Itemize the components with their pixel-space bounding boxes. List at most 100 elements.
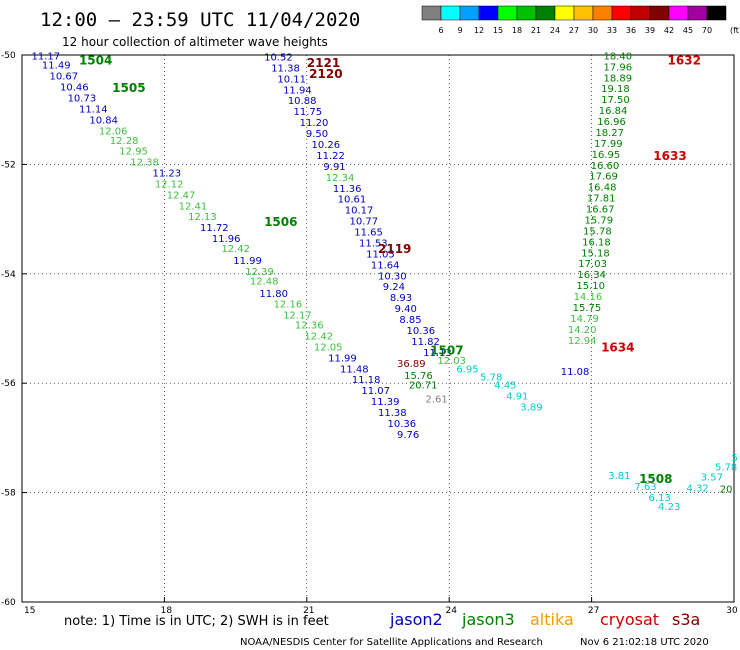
wave-height-value: 11.07: [361, 386, 390, 397]
legend-swatch: [706, 5, 727, 21]
x-tick-label: 30: [726, 606, 738, 616]
legend-swatch: [573, 5, 594, 21]
wave-height-legend: 6 9 12 15 18 21 24 27 30 33 36 39 42 45 70 (ft): [421, 5, 740, 35]
legend-bin-label: 21: [531, 26, 541, 35]
wave-height-value: 17.03: [578, 259, 607, 270]
legend-unit: (ft): [730, 26, 740, 35]
grid-lines: [22, 55, 734, 602]
legend-bin-label: 12: [474, 26, 484, 35]
wave-height-value: 20: [720, 485, 733, 496]
wave-height-value: 8.85: [399, 315, 421, 326]
wave-height-value: 9.24: [383, 282, 405, 293]
y-tick-label: -56: [1, 379, 16, 389]
wave-height-value: 11.18: [352, 375, 381, 386]
satellite-label-cryosat: cryosat: [600, 610, 659, 629]
pass-number-label: 1508: [639, 472, 672, 486]
x-tick-label: 15: [24, 606, 35, 616]
wave-height-value: 5.78: [715, 463, 737, 474]
wave-height-value: 18.27: [595, 128, 624, 139]
x-tick-label: 27: [588, 606, 599, 616]
x-tick-label: 18: [161, 606, 173, 616]
wave-height-value: 11.80: [259, 289, 288, 300]
legend-bin-label: 15: [493, 26, 503, 35]
legend-bin-label: 45: [683, 26, 693, 35]
wave-height-value: 11.64: [371, 260, 400, 271]
wave-height-value: 12.42: [221, 244, 250, 255]
pass-number-label: 1505: [112, 81, 145, 95]
legend-bin-label: 42: [664, 26, 674, 35]
wave-height-value: 11.94: [283, 85, 312, 96]
pass-number-label: 1507: [430, 343, 463, 357]
map-title: 12:00 — 23:59 UTC 11/04/2020: [40, 9, 360, 31]
pass-number-label: 1504: [79, 53, 112, 67]
wave-height-value: 11.99: [328, 353, 357, 364]
wave-height-value: 9.76: [397, 430, 419, 441]
satellite-label-s3a: s3a: [672, 610, 700, 629]
legend-bin-label: 39: [645, 26, 655, 35]
wave-height-value: 11.38: [378, 408, 407, 419]
wave-height-value: 11.20: [300, 118, 329, 129]
wave-height-value: 4.45: [494, 381, 516, 392]
legend-swatch: [459, 5, 480, 21]
wave-height-value: 10.26: [312, 140, 341, 151]
wave-height-value: 7.63: [634, 482, 656, 493]
wave-height-value: 17.69: [589, 172, 618, 183]
wave-height-value: 11.08: [561, 367, 590, 378]
wave-height-value: 11.75: [294, 107, 323, 118]
wave-height-value: 16.48: [588, 183, 617, 194]
wave-height-value: 12.03: [437, 356, 466, 367]
legend-swatch: [440, 5, 461, 21]
wave-height-value: 9.40: [395, 304, 417, 315]
wave-height-value: 17.96: [603, 62, 632, 73]
wave-height-value: 20.71: [409, 381, 438, 392]
footer-note: note: 1) Time is in UTC; 2) SWH is in fe…: [64, 614, 329, 629]
wave-height-value: 14.79: [570, 314, 599, 325]
wave-height-points: 11.1711.4910.6710.4610.7311.1410.8412.06…: [31, 51, 738, 513]
wave-height-value: 11.49: [42, 61, 71, 72]
wave-height-value: 12.39: [245, 267, 274, 278]
wave-height-value: 17.50: [601, 95, 630, 106]
wave-height-value: 10.73: [68, 93, 97, 104]
wave-height-value: 11.65: [354, 228, 383, 239]
legend-swatch: [516, 5, 537, 21]
wave-height-value: 11.53: [359, 238, 388, 249]
wave-height-value: 10.88: [288, 96, 317, 107]
legend-bin-label: 33: [607, 26, 617, 35]
wave-height-value: 16.18: [582, 237, 611, 248]
wave-height-value: 12.16: [274, 300, 303, 311]
legend-bin-label: 27: [569, 26, 579, 35]
wave-height-value: 11.36: [333, 184, 362, 195]
satellite-label-jason2: jason2: [389, 610, 443, 629]
wave-height-value: 15.78: [583, 226, 612, 237]
satellite-label-altika: altika: [530, 610, 574, 629]
wave-height-value: 12.38: [130, 157, 159, 168]
wave-height-value: 16.96: [597, 117, 626, 128]
wave-height-value: 12.12: [155, 179, 184, 190]
legend-bin-label: 18: [512, 26, 522, 35]
pass-number-label: 1633: [653, 149, 686, 163]
wave-height-value: 10.36: [406, 326, 435, 337]
wave-height-value: 6.13: [649, 493, 671, 504]
legend-swatch: [535, 5, 556, 21]
legend-swatch: [630, 5, 651, 21]
wave-height-value: 18.89: [603, 73, 632, 84]
wave-height-value: 15.18: [581, 248, 610, 259]
pass-number-label: 1634: [601, 341, 634, 355]
map-subtitle: 12 hour collection of altimeter wave hei…: [62, 35, 328, 49]
x-tick-label: 21: [303, 606, 314, 616]
legend-swatch: [668, 5, 689, 21]
wave-height-value: 16.34: [577, 270, 606, 281]
y-tick-label: -60: [1, 598, 16, 608]
wave-height-value: 14.16: [574, 292, 603, 303]
footer-timestamp: Nov 6 21:02:18 UTC 2020: [580, 637, 709, 648]
legend-swatch: [421, 5, 442, 21]
wave-height-value: 11.14: [79, 104, 108, 115]
wave-height-value: 18.40: [603, 51, 632, 62]
wave-height-value: 12.17: [283, 311, 312, 322]
wave-height-value: 3.81: [608, 471, 630, 482]
wave-height-value: 2.61: [425, 394, 447, 405]
pass-number-label: 1506: [264, 215, 297, 229]
wave-height-value: 17.99: [594, 139, 623, 150]
